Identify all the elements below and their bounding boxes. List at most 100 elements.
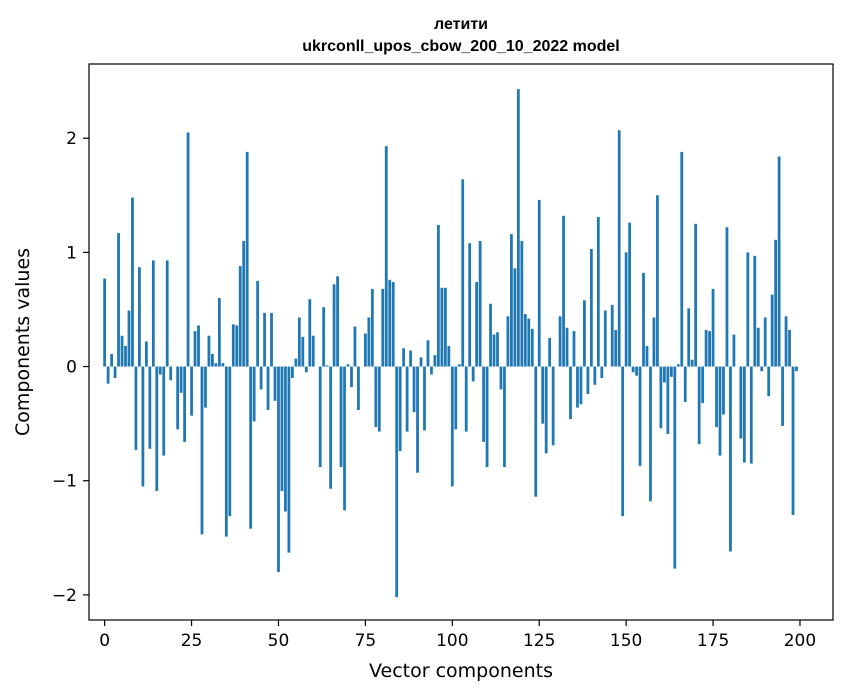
bar-14: [151, 260, 155, 367]
bar-166: [680, 151, 684, 367]
bar-197: [788, 330, 791, 367]
bar-98: [443, 287, 447, 367]
bar-126: [541, 366, 545, 424]
bar-40: [242, 240, 246, 367]
bar-116: [506, 316, 510, 367]
y-tick-label: 2: [66, 129, 77, 149]
bar-147: [614, 330, 618, 367]
bar-92: [423, 366, 426, 431]
bar-113: [496, 332, 499, 367]
bar-15: [155, 366, 159, 491]
bar-48: [270, 312, 273, 367]
bar-131: [558, 316, 562, 367]
bar-180: [729, 366, 732, 552]
bar-77: [370, 288, 374, 367]
bar-95: [433, 355, 437, 367]
bar-102: [457, 364, 461, 367]
bar-118: [513, 268, 517, 367]
bar-51: [280, 366, 284, 491]
bar-115: [503, 366, 506, 468]
bar-114: [499, 366, 503, 390]
bar-171: [697, 366, 701, 445]
bar-153: [635, 366, 638, 376]
bar-120: [520, 240, 524, 367]
bar-16: [158, 366, 162, 375]
bar-21: [176, 366, 180, 430]
bar-176: [715, 366, 718, 428]
bar-151: [628, 222, 632, 367]
bar-183: [739, 366, 743, 439]
bar-31: [211, 353, 214, 367]
bar-133: [565, 327, 569, 367]
bar-129: [551, 366, 555, 446]
bar-121: [523, 314, 527, 367]
bar-168: [687, 308, 691, 367]
x-tick-label: 150: [610, 631, 642, 651]
x-tick-label: 75: [355, 631, 377, 651]
y-tick-label: −2: [52, 586, 77, 606]
bar-99: [447, 346, 451, 367]
bar-76: [367, 317, 371, 367]
bar-108: [478, 240, 482, 367]
bar-138: [583, 300, 586, 367]
bar-34: [221, 363, 225, 367]
bar-107: [475, 282, 479, 367]
y-tick-label: 0: [66, 358, 77, 378]
bar-19: [169, 366, 173, 381]
bar-110: [485, 366, 489, 468]
bar-188: [756, 327, 760, 367]
bar-169: [690, 359, 694, 367]
bar-189: [760, 366, 764, 372]
bar-139: [586, 366, 590, 394]
bar-103: [461, 179, 465, 367]
bar-64: [325, 365, 329, 367]
bar-125: [537, 199, 541, 367]
bar-81: [384, 146, 388, 367]
bar-164: [673, 366, 677, 569]
bar-87: [405, 366, 409, 432]
x-tick-label: 100: [436, 631, 468, 651]
bar-117: [510, 234, 513, 367]
x-tick-label: 200: [784, 631, 816, 651]
bar-156: [645, 346, 649, 367]
bar-44: [256, 280, 260, 367]
bar-105: [468, 243, 472, 367]
bar-33: [217, 298, 221, 367]
bar-172: [701, 366, 705, 404]
y-axis-ticks: −2 −1 0 1 2: [52, 129, 89, 606]
bar-194: [777, 156, 781, 367]
bar-82: [388, 279, 392, 367]
bar-50: [277, 366, 280, 573]
bar-186: [749, 366, 753, 464]
bar-100: [450, 366, 454, 487]
bar-36: [228, 366, 232, 517]
bar-67: [336, 276, 339, 367]
bar-158: [652, 317, 656, 367]
bar-195: [781, 366, 784, 426]
bar-198: [791, 366, 795, 515]
bar-175: [711, 288, 715, 367]
y-axis-label: Components values: [12, 248, 34, 436]
bar-161: [662, 366, 666, 383]
bar-155: [642, 272, 645, 367]
bar-112: [492, 334, 496, 367]
x-axis-label: Vector components: [369, 660, 553, 682]
bar-89: [412, 366, 416, 413]
bar-41: [245, 151, 249, 367]
bar-26: [193, 331, 197, 367]
bar-88: [409, 350, 412, 367]
bar-178: [722, 366, 725, 415]
bar-56: [297, 317, 301, 367]
bar-29: [204, 366, 207, 408]
x-tick-label: 0: [99, 631, 110, 651]
bar-191: [767, 366, 771, 397]
bar-79: [377, 366, 381, 432]
bar-157: [649, 366, 652, 502]
bar-101: [454, 366, 458, 430]
bar-134: [569, 366, 572, 420]
bar-37: [231, 324, 235, 367]
bar-18: [165, 260, 169, 367]
bar-9: [134, 366, 138, 450]
bar-128: [548, 338, 552, 367]
